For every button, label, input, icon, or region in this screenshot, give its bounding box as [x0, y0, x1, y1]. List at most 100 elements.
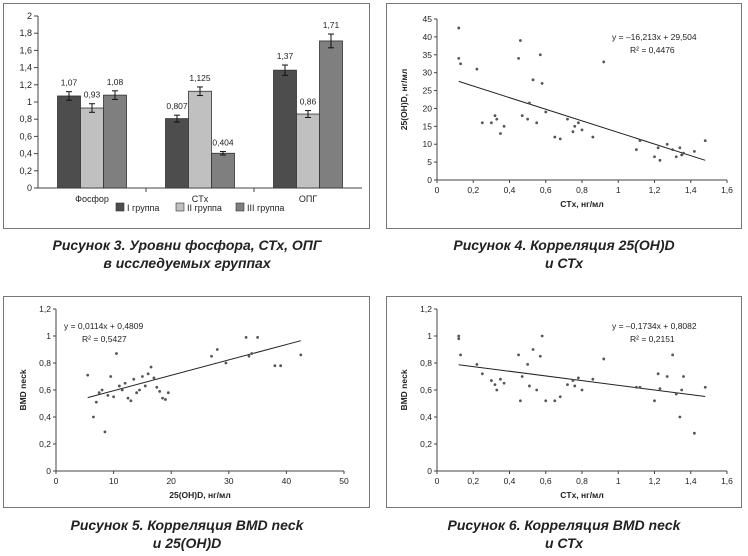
data-point [553, 135, 557, 139]
data-point [250, 352, 254, 355]
data-point [544, 399, 548, 403]
x-tick-label: ОПГ [299, 194, 317, 204]
x-tick-label: 1,6 [721, 185, 733, 195]
caption-figure-4: Рисунок 4. Корреляция 25(OH)D и СТх [380, 236, 748, 272]
data-point [558, 137, 562, 141]
data-point [132, 377, 136, 381]
data-point [135, 391, 139, 395]
data-point [656, 372, 660, 376]
x-tick-label: 1,6 [721, 476, 733, 486]
x-tick-label: 1,2 [649, 185, 661, 195]
y-tick-label: 45 [423, 14, 433, 24]
x-tick-label: Фосфор [75, 194, 109, 204]
data-point [558, 395, 562, 399]
data-point [671, 148, 675, 151]
data-point [571, 379, 575, 382]
data-point [224, 361, 228, 365]
bar [80, 107, 104, 189]
data-point [499, 132, 502, 135]
data-point [129, 399, 133, 403]
data-point [459, 353, 462, 357]
y-tick-label: 1,4 [19, 63, 32, 73]
data-point [665, 375, 669, 378]
data-point [518, 399, 522, 403]
y-tick-label: 40 [423, 32, 433, 42]
data-label: 1,37 [277, 51, 294, 61]
data-point [571, 130, 575, 134]
data-point [97, 391, 101, 395]
data-point [576, 376, 580, 380]
y-tick-label: 0 [427, 175, 432, 185]
y-axis-title: BMD neck [399, 369, 409, 410]
bar-chart-panel: 0 0,2 0,4 0,6 0,8 1 1,2 1,4 1,6 1,8 2 1,07 0,93 1,08 Ф… [3, 3, 370, 229]
y-tick-label: 0,2 [19, 166, 32, 176]
data-point [580, 388, 584, 392]
data-point [489, 121, 493, 125]
data-label: 1,125 [189, 73, 211, 83]
x-tick-label: 50 [339, 476, 349, 486]
r-squared-label: R² = 0,2151 [630, 334, 675, 344]
legend-swatch [175, 202, 185, 212]
legend-label: I группа [127, 203, 159, 213]
x-tick-label: 0,4 [504, 476, 516, 486]
data-point [112, 395, 115, 399]
data-point [244, 335, 248, 339]
y-tick-label: 0,4 [420, 412, 432, 422]
data-point [457, 334, 461, 338]
data-point [495, 388, 499, 392]
x-axis-title: 25(OH)D, нг/мл [169, 490, 230, 500]
data-point [573, 124, 577, 128]
y-tick-label: 0 [427, 466, 432, 476]
caption-line-2: в исследуемых группах [103, 255, 271, 271]
y-tick-label: 35 [423, 50, 433, 60]
data-point [680, 388, 684, 392]
y-tick-label: 0,2 [39, 439, 51, 449]
x-tick-label: 0 [435, 185, 440, 195]
legend-label: III группа [247, 203, 284, 213]
data-label: 0,404 [212, 138, 234, 148]
data-point [489, 379, 493, 382]
data-point [656, 146, 660, 150]
data-point [576, 121, 580, 125]
data-point [149, 365, 153, 369]
x-tick-label: 20 [166, 476, 176, 486]
legend-swatch [115, 202, 125, 212]
y-tick-label: 0,4 [19, 149, 32, 159]
legend-label: II группа [187, 203, 222, 213]
data-point [459, 62, 462, 66]
data-point [115, 352, 118, 355]
caption-line-1: Рисунок 6. Корреляция BMD neck [447, 517, 681, 533]
data-point [682, 375, 685, 378]
data-point [653, 399, 656, 403]
y-tick-label: 10 [423, 139, 433, 149]
caption-line-2: и СТх [544, 535, 583, 551]
data-point [528, 384, 531, 388]
data-point [538, 53, 542, 57]
data-point [591, 377, 595, 381]
data-point [634, 385, 638, 389]
y-tick-label: 0,2 [420, 439, 432, 449]
data-point [526, 117, 530, 121]
caption-line-2: и 25(OH)D [152, 535, 222, 551]
data-point [158, 389, 162, 393]
caption-line-1: Рисунок 5. Корреляция BMD neck [70, 517, 304, 533]
trend-line [87, 340, 301, 399]
caption-figure-3: Рисунок 3. Уровни фосфора, СТх, ОПГ в ис… [0, 236, 374, 272]
data-point [638, 139, 642, 143]
data-point [138, 388, 141, 392]
data-point [692, 149, 696, 153]
data-point [658, 158, 662, 162]
x-tick-label: 10 [109, 476, 119, 486]
data-point [665, 142, 669, 146]
data-label: 1,07 [61, 78, 78, 88]
data-point [531, 348, 535, 351]
data-point [692, 431, 696, 435]
data-point [703, 139, 707, 143]
data-point [678, 146, 682, 150]
data-point [100, 388, 104, 392]
y-tick-label: 0,6 [420, 385, 432, 395]
data-point [573, 384, 577, 388]
y-axis-title: BMD neck [18, 369, 28, 410]
data-label: 1,71 [323, 20, 340, 30]
y-tick-label: 0,4 [39, 412, 51, 422]
